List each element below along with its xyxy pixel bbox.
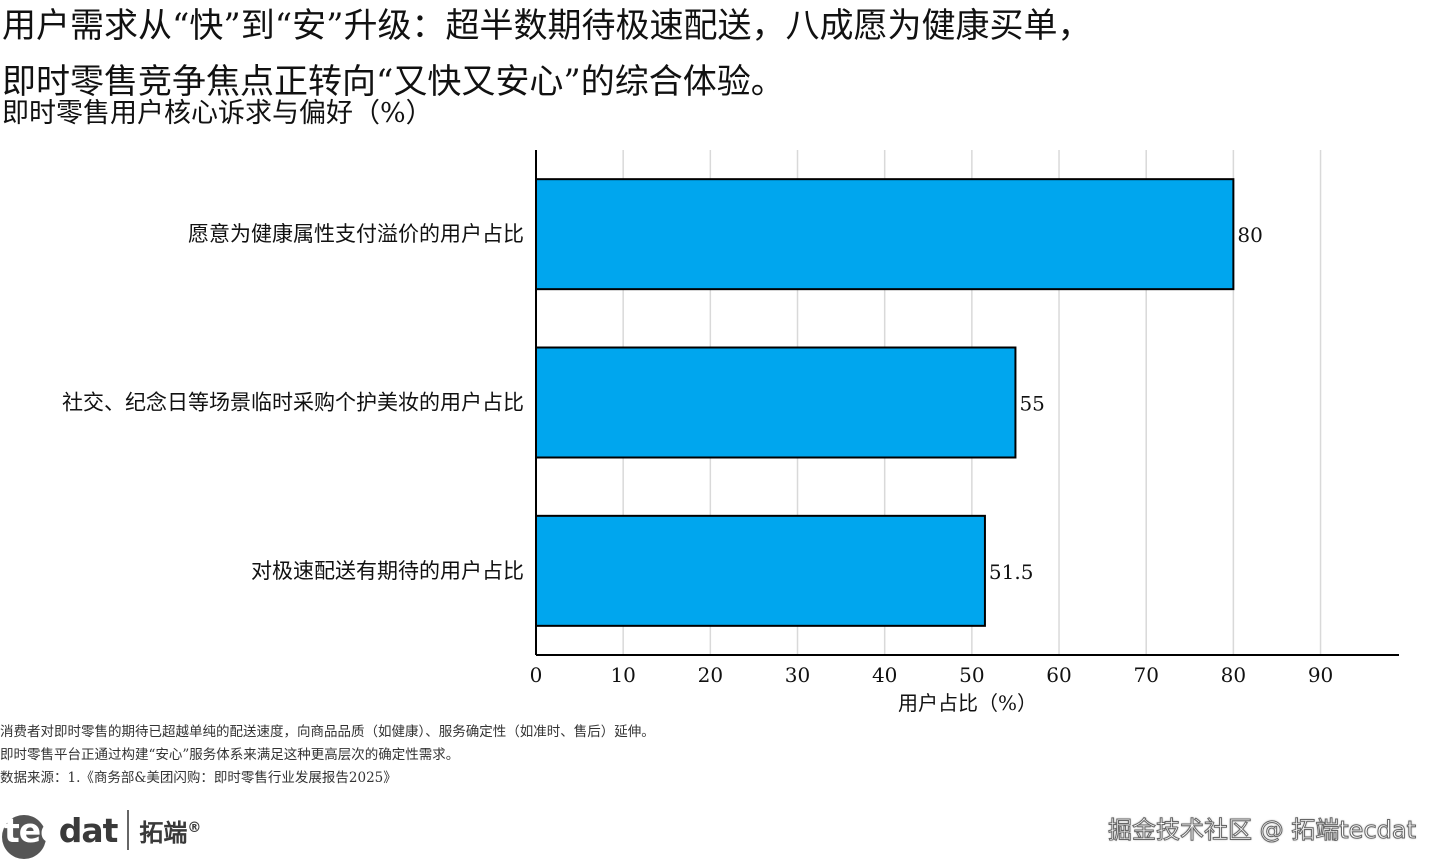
bar-1 bbox=[535, 178, 1235, 291]
x-tick-label-10: 10 bbox=[610, 663, 635, 687]
logo-mark-circle-letter: c bbox=[40, 810, 60, 850]
x-axis-title: 用户占比（%） bbox=[898, 691, 1037, 715]
logo-name-text: 拓端 bbox=[139, 818, 188, 847]
footnote-source: 数据来源：1.《商务部&美团闪购：即时零售行业发展报告2025》 bbox=[0, 770, 397, 786]
logo-mark-suffix: dat bbox=[58, 810, 119, 850]
category-label-3: 对极速配送有期待的用户占比 bbox=[251, 559, 524, 583]
logo-mark: tecdat bbox=[2, 810, 119, 859]
category-label-2: 社交、纪念日等场景临时采购个护美妆的用户占比 bbox=[62, 391, 524, 415]
chart-subtitle: 即时零售用户核心诉求与偏好（%） bbox=[2, 98, 433, 129]
watermark: 掘金技术社区 @ 拓端tecdat bbox=[1108, 816, 1417, 845]
logo-divider bbox=[127, 810, 130, 850]
bar-2 bbox=[535, 346, 1017, 459]
data-label-2: 55 bbox=[1019, 392, 1044, 416]
bar-chart: 愿意为健康属性支付溢价的用户占比 80 社交、纪念日等场景临时采购个护美妆的用户占比… bbox=[62, 150, 1399, 715]
footnotes: 消费者对即时零售的期待已超越单纯的配送速度，向商品品质（如健康）、服务确定性（如… bbox=[0, 721, 655, 790]
x-tick-label-30: 30 bbox=[785, 663, 810, 687]
x-tick-label-90: 90 bbox=[1308, 663, 1333, 687]
labels: 愿意为健康属性支付溢价的用户占比 80 社交、纪念日等场景临时采购个护美妆的用户占比… bbox=[62, 222, 1333, 715]
headline-line-1: 用户需求从“快”到“安”升级：超半数期待极速配送，八成愿为健康买单， bbox=[2, 6, 1092, 46]
x-tick-label-50: 50 bbox=[959, 663, 984, 687]
x-tick-label-70: 70 bbox=[1133, 663, 1158, 687]
category-label-1: 愿意为健康属性支付溢价的用户占比 bbox=[188, 222, 524, 246]
data-label-1: 80 bbox=[1237, 223, 1262, 247]
tecdat-logo: tecdat 拓端® bbox=[2, 801, 201, 859]
bar-3 bbox=[535, 514, 986, 627]
bars bbox=[535, 178, 1235, 627]
logo-name-cn: 拓端® bbox=[139, 813, 201, 848]
x-tick-label-80: 80 bbox=[1221, 663, 1246, 687]
axes bbox=[535, 150, 1399, 656]
footnote-1: 消费者对即时零售的期待已超越单纯的配送速度，向商品品质（如健康）、服务确定性（如… bbox=[0, 724, 655, 740]
footnote-2: 即时零售平台正通过构建“安心”服务体系来满足这种更高层次的确定性需求。 bbox=[0, 747, 460, 763]
logo-mark-prefix: te bbox=[4, 810, 41, 850]
logo-circle bbox=[2, 814, 46, 859]
x-tick-label-0: 0 bbox=[530, 663, 543, 687]
data-label-3: 51.5 bbox=[989, 560, 1034, 584]
x-tick-label-60: 60 bbox=[1046, 663, 1071, 687]
headline-line-2: 即时零售竞争焦点正转向“又快又安心”的综合体验。 bbox=[2, 62, 785, 102]
x-tick-label-40: 40 bbox=[872, 663, 897, 687]
registered-mark: ® bbox=[187, 819, 202, 836]
x-tick-label-20: 20 bbox=[698, 663, 723, 687]
